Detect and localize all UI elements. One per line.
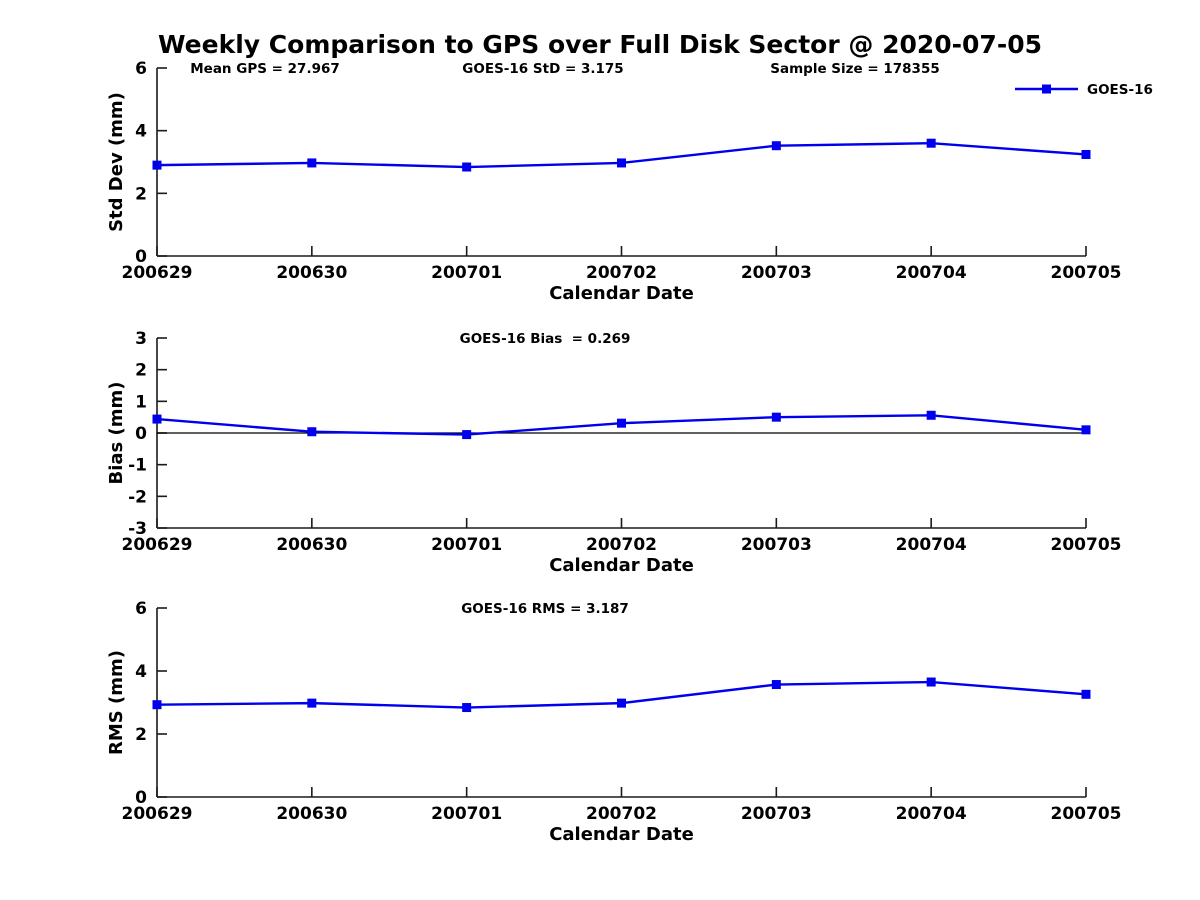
data-point-marker	[462, 430, 472, 440]
y-tick-label: -2	[128, 487, 147, 507]
y-tick-label: 6	[135, 599, 147, 619]
x-tick-label: 200630	[276, 804, 347, 824]
x-tick-label: 200701	[431, 535, 502, 555]
subplot-bias: -3 -2 -1 0 1 2 3 200629 200630 200701 200702 200703…	[106, 329, 1121, 576]
x-axis-label: Calendar Date	[549, 824, 694, 845]
data-point-marker	[617, 158, 626, 168]
x-tick-label: 200703	[741, 263, 812, 283]
data-point-marker	[771, 141, 781, 151]
subplot-stddev: 0 2 4 6 200629 200630 200701 200702 200703 200704…	[106, 59, 1153, 304]
figure-title: Weekly Comparison to GPS over Full Disk …	[158, 30, 1042, 59]
x-tick-label: 200702	[586, 263, 657, 283]
stat-annotation: GOES-16 StD = 3.175	[462, 61, 623, 77]
y-tick-label: 2	[135, 725, 147, 745]
x-tick-label: 200702	[586, 535, 657, 555]
x-tick-label: 200705	[1051, 804, 1122, 824]
data-point-marker	[926, 677, 936, 687]
data-point-marker	[926, 138, 936, 148]
data-point-marker	[307, 158, 317, 168]
x-tick-label: 200630	[276, 535, 347, 555]
stat-annotation: GOES-16 RMS = 3.187	[461, 601, 629, 617]
legend-marker-icon	[1042, 84, 1051, 94]
x-tick-label: 200629	[122, 804, 193, 824]
y-tick-label: 1	[135, 392, 147, 412]
data-point-marker	[152, 414, 162, 424]
x-tick-label: 200704	[896, 263, 967, 283]
x-tick-label: 200703	[741, 535, 812, 555]
data-point-marker	[462, 162, 472, 172]
x-tick-label: 200704	[896, 804, 967, 824]
y-axis-label: RMS (mm)	[106, 650, 127, 755]
data-point-marker	[1081, 425, 1091, 435]
y-axis-label: Bias (mm)	[106, 382, 127, 485]
x-tick-label: 200629	[122, 263, 193, 283]
x-tick-label: 200629	[122, 535, 193, 555]
data-point-marker	[926, 410, 936, 420]
data-point-marker	[307, 698, 317, 708]
y-tick-label: 2	[135, 184, 147, 204]
y-tick-label: -3	[128, 519, 147, 539]
y-tick-label: 6	[135, 59, 147, 79]
x-tick-label: 200701	[431, 804, 502, 824]
y-tick-label: 0	[135, 247, 147, 267]
x-tick-label: 200630	[276, 263, 347, 283]
x-tick-label: 200702	[586, 804, 657, 824]
data-point-marker	[462, 703, 472, 713]
x-tick-label: 200703	[741, 804, 812, 824]
x-tick-label: 200701	[431, 263, 502, 283]
y-tick-label: 4	[135, 662, 147, 682]
y-tick-label: -1	[128, 456, 147, 476]
x-tick-label: 200705	[1051, 535, 1122, 555]
stat-annotation: Sample Size = 178355	[770, 61, 939, 77]
y-tick-label: 0	[135, 788, 147, 808]
y-tick-label: 3	[135, 329, 147, 349]
data-point-marker	[771, 680, 781, 690]
data-point-marker	[1081, 689, 1091, 699]
x-tick-label: 200704	[896, 535, 967, 555]
y-tick-label: 4	[135, 122, 147, 142]
data-point-marker	[617, 698, 626, 708]
data-point-marker	[152, 700, 162, 710]
stat-annotation: Mean GPS = 27.967	[190, 61, 340, 77]
legend: GOES-16	[1015, 82, 1153, 98]
x-axis-label: Calendar Date	[549, 283, 694, 304]
stat-annotation: GOES-16 Bias = 0.269	[460, 331, 631, 347]
data-point-marker	[152, 160, 162, 170]
y-axis-label: Std Dev (mm)	[106, 92, 127, 232]
legend-label: GOES-16	[1087, 82, 1153, 98]
data-point-marker	[771, 412, 781, 422]
subplot-rms: 0 2 4 6 200629 200630 200701 200702 200703 200704…	[106, 599, 1121, 845]
y-tick-label: 0	[135, 424, 147, 444]
data-point-marker	[1081, 149, 1091, 159]
x-tick-label: 200705	[1051, 263, 1122, 283]
x-axis-label: Calendar Date	[549, 555, 694, 576]
data-point-marker	[307, 427, 317, 437]
data-point-marker	[617, 418, 626, 428]
y-tick-label: 2	[135, 361, 147, 381]
